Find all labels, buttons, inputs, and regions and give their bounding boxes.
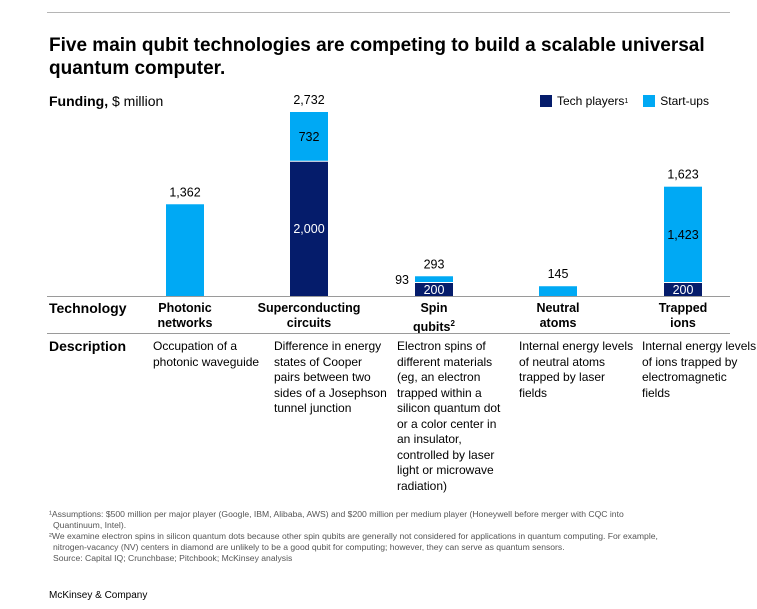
top-rule <box>47 12 730 13</box>
bar-startups-2 <box>415 276 453 283</box>
label-startups-1: 732 <box>299 130 320 144</box>
row-label-technology: Technology <box>49 300 127 316</box>
legend-item-tech: Tech players 1 <box>540 94 628 108</box>
footnote-line-4: Source: Capital IQ; Crunchbase; Pitchboo… <box>53 553 293 563</box>
category-label-4: Trapped ions <box>623 301 743 331</box>
label-total-1: 2,732 <box>293 93 324 107</box>
bar-tech-2 <box>415 282 453 296</box>
brand-name: McKinsey & Company <box>49 590 148 601</box>
category-label-0: Photonic networks <box>125 301 245 331</box>
bar-startups-3 <box>539 286 577 296</box>
category-line2: qubits2 <box>413 319 455 335</box>
label-total-3: 145 <box>548 267 569 281</box>
category-line1: Spin <box>420 301 448 315</box>
label-total-0: 1,362 <box>169 185 200 199</box>
category-line2: networks <box>157 316 213 330</box>
description-2: Electron spins of different materials (e… <box>397 339 501 493</box>
legend-swatch-startups <box>643 95 656 107</box>
legend: Tech players 1 Start-ups <box>540 94 724 108</box>
label-tech-2: 200 <box>424 283 445 297</box>
label-startups-2: 93 <box>395 273 409 287</box>
label-tech-1: 2,000 <box>293 222 324 236</box>
chart-title: Five main qubit technologies are competi… <box>49 35 705 79</box>
category-label-2: Spin qubits2 <box>374 301 494 335</box>
category-line1: Neutral <box>536 301 580 315</box>
category-line2: ions <box>670 316 696 330</box>
description-4: Internal energy levels of ions trapped b… <box>642 339 757 400</box>
category-label-1: Superconducting circuits <box>249 301 369 331</box>
axis-label: Funding, $ million <box>49 93 163 109</box>
footnote-line-3: nitrogen-vacancy (NV) centers in diamond… <box>53 542 565 552</box>
divider-rule <box>47 333 730 334</box>
footnote-line-0: ¹Assumptions: $500 million per major pla… <box>49 509 624 519</box>
axis-label-unit: $ million <box>108 93 164 109</box>
bar-chart: 1,362 2,000 732 2,732 200 93 293 145 200 1,423 1,6… <box>166 93 702 297</box>
footnote-line-2: ²We examine electron spins in silicon qu… <box>49 531 658 541</box>
label-total-2: 293 <box>424 257 445 271</box>
description-1: Difference in energy states of Cooper pa… <box>274 339 387 415</box>
legend-footnote-mark: 1 <box>624 97 629 105</box>
axis-label-bold: Funding, <box>49 93 109 109</box>
bar-tech-1 <box>290 161 328 296</box>
legend-swatch-tech <box>540 95 552 107</box>
category-line2: circuits <box>286 316 332 330</box>
legend-label-tech: Tech players <box>557 94 625 108</box>
bar-startups-4 <box>664 186 702 283</box>
category-line1: Photonic <box>158 301 212 315</box>
footnote-line-1: Quantinuum, Intel). <box>53 520 127 530</box>
bar-tech-4 <box>664 282 702 296</box>
category-line1: Trapped <box>658 301 708 315</box>
category-line1: Superconducting <box>257 301 361 315</box>
category-label-3: Neutral atoms <box>498 301 618 331</box>
axis-baseline <box>47 296 730 297</box>
description-3: Internal energy levels of neutral atoms … <box>519 339 634 400</box>
label-total-4: 1,623 <box>667 168 698 182</box>
legend-item-startups: Start-ups <box>643 94 709 108</box>
category-line2: atoms <box>539 316 577 330</box>
label-startups-4: 1,423 <box>667 228 698 242</box>
category-footnote-mark: 2 <box>450 319 455 328</box>
bar-startups-0 <box>166 204 204 296</box>
description-0: Occupation of a photonic waveguide <box>153 339 260 369</box>
legend-label-startups: Start-ups <box>660 94 709 108</box>
bar-startups-1 <box>290 112 328 162</box>
row-label-description: Description <box>49 338 127 354</box>
label-tech-4: 200 <box>673 283 694 297</box>
